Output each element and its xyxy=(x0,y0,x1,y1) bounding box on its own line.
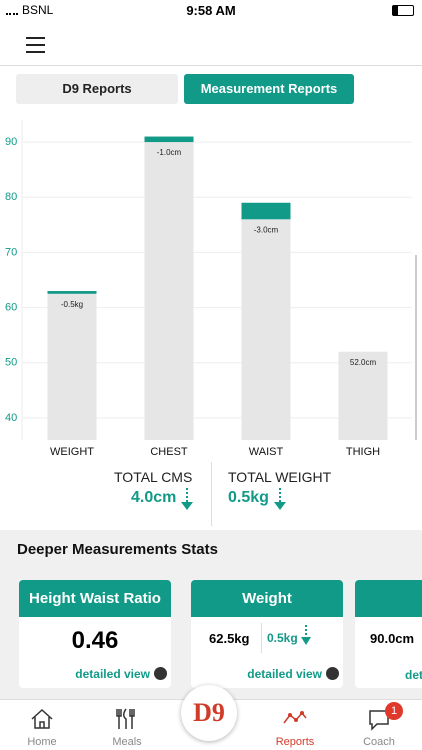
tab-active[interactable]: Measurement Reports xyxy=(184,74,354,104)
card-value: 0.46 xyxy=(71,627,119,654)
home-icon[interactable] xyxy=(30,708,54,730)
battery-icon xyxy=(392,5,414,16)
down-arrow xyxy=(181,488,193,510)
card-value: 90.0cm xyxy=(370,631,415,646)
divider xyxy=(261,623,262,653)
bar-segment xyxy=(47,291,97,294)
detail-link[interactable]: detailed view xyxy=(75,667,150,681)
divider xyxy=(0,65,422,66)
logo-button[interactable]: D9 xyxy=(181,685,237,741)
bar-label: -1.0cm xyxy=(157,148,182,157)
y-tick-label: 60 xyxy=(5,301,17,313)
nav-label[interactable]: Home xyxy=(27,736,57,748)
y-tick-label: 50 xyxy=(5,357,17,369)
stat-card[interactable]: Weight 62.5kg 0.5kg detailed view xyxy=(191,580,343,688)
tab[interactable]: D9 Reports xyxy=(16,74,178,104)
bar-label: -3.0cm xyxy=(254,225,279,234)
meals-icon[interactable] xyxy=(115,707,139,731)
y-tick-label: 40 xyxy=(5,412,17,424)
bar-segment xyxy=(47,293,97,440)
y-tick-label: 90 xyxy=(5,136,17,148)
time: 9:58 AM xyxy=(186,3,236,18)
x-tick-label: WAIST xyxy=(249,446,284,458)
badge: 1 xyxy=(385,702,403,720)
card-value: 62.5kg xyxy=(209,631,250,646)
chart: 40 50 60 70 80 90 -0.5kg WEIGHT -1.0cm CHEST -3.0c… xyxy=(5,120,417,458)
total-label: TOTAL CMS xyxy=(114,469,193,485)
card-change: 0.5kg xyxy=(267,631,298,645)
arrow-icon xyxy=(154,667,167,681)
carrier: BSNL xyxy=(22,3,54,17)
arrow-icon xyxy=(326,667,339,681)
x-tick-label: CHEST xyxy=(150,446,188,458)
bar-segment xyxy=(241,219,291,440)
x-tick-label: WEIGHT xyxy=(50,446,94,458)
bar-segment xyxy=(241,202,291,220)
y-tick-label: 70 xyxy=(5,246,17,258)
down-arrow xyxy=(274,488,286,510)
x-tick-label: THIGH xyxy=(346,446,380,458)
total-value: 0.5kg xyxy=(228,489,269,506)
detail-link[interactable]: detailed view xyxy=(247,667,322,681)
total-value: 4.0cm xyxy=(131,489,177,506)
bar-segment xyxy=(144,142,194,440)
card-title: Height Waist Ratio xyxy=(19,580,171,617)
nav-label[interactable]: Meals xyxy=(112,736,142,748)
bar-segment xyxy=(144,136,194,143)
nav-label-active[interactable]: Reports xyxy=(275,736,315,748)
stat-card[interactable]: Height Waist Ratio 0.46 detailed view xyxy=(19,580,171,688)
reports-icon[interactable] xyxy=(282,710,308,726)
divider xyxy=(211,462,212,526)
section-title: Deeper Measurements Stats xyxy=(17,541,218,558)
menu-button[interactable] xyxy=(26,37,45,53)
y-tick-label: 80 xyxy=(5,191,17,203)
nav-label[interactable]: Coach xyxy=(363,736,395,748)
detail-link[interactable]: detailed view xyxy=(405,668,422,682)
down-arrow xyxy=(301,625,311,645)
bar-label: 52.0cm xyxy=(350,358,377,367)
signal-icon xyxy=(6,5,18,15)
stat-card[interactable]: 90.0cm detailed view xyxy=(355,580,422,688)
card-header xyxy=(355,580,422,617)
bar-label: -0.5kg xyxy=(61,300,83,309)
total-label: TOTAL WEIGHT xyxy=(228,469,332,485)
bar-segment xyxy=(338,351,388,440)
card-title: Weight xyxy=(191,580,343,617)
